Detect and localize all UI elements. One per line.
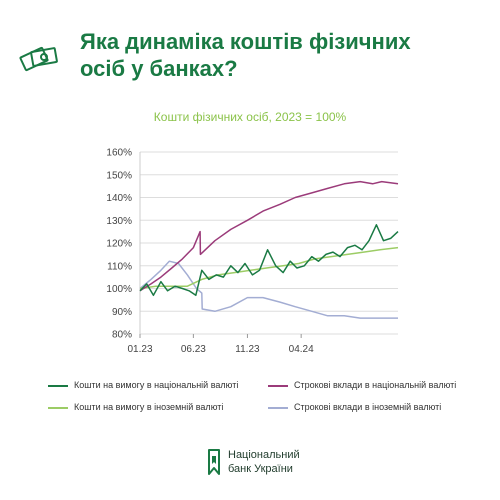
legend-item-term-fx: Строкові вклади в іноземній валюті — [268, 402, 441, 416]
chart-legend: Кошти на вимогу в національній валюті Ст… — [0, 380, 500, 420]
legend-item-term-uah: Строкові вклади в національній валюті — [268, 380, 456, 394]
legend-item-demand-fx: Кошти на вимогу в іноземній валюті — [48, 402, 223, 416]
y-tick-label: 100% — [106, 284, 132, 295]
legend-label: Строкові вклади в національній валюті — [294, 380, 457, 390]
logo-line-1: Національний — [228, 449, 300, 461]
money-bills-icon — [18, 38, 64, 78]
series-line-demand-uah — [139, 224, 399, 297]
legend-swatch — [48, 384, 68, 387]
y-tick-label: 160% — [106, 148, 132, 159]
logo-line-2: банк України — [228, 463, 293, 475]
x-tick-label: 01.23 — [127, 344, 152, 355]
y-tick-label: 120% — [106, 239, 132, 250]
series-line-demand-fx — [139, 246, 399, 290]
y-tick-label: 140% — [106, 193, 132, 204]
nbu-logo: Національний банк України — [206, 446, 316, 480]
legend-label: Кошти на вимогу в національній валюті — [74, 380, 239, 390]
title-line-2: осіб у банках? — [80, 56, 238, 81]
logo-text: Національний банк України — [228, 448, 300, 476]
title-line-1: Яка динаміка коштів фізичних — [80, 29, 411, 54]
legend-swatch — [268, 406, 288, 409]
legend-label: Кошти на вимогу в іноземній валюті — [74, 402, 224, 412]
x-tick-label: 04.24 — [289, 344, 314, 355]
legend-swatch — [268, 384, 288, 387]
series-line-term-uah — [139, 180, 399, 292]
y-tick-label: 150% — [106, 170, 132, 181]
x-tick-label: 06.23 — [181, 344, 206, 355]
y-tick-label: 90% — [112, 307, 132, 318]
series-line-term-fx — [139, 260, 398, 319]
legend-item-demand-uah: Кошти на вимогу в національній валюті — [48, 380, 238, 394]
legend-label: Строкові вклади в іноземній валюті — [294, 402, 442, 412]
x-tick-label: 11.23 — [235, 344, 260, 355]
y-tick-label: 80% — [112, 330, 132, 341]
y-tick-label: 130% — [106, 216, 132, 227]
legend-swatch — [48, 406, 68, 409]
y-tick-label: 110% — [107, 261, 132, 272]
header: Яка динаміка коштів фізичних осіб у банк… — [0, 0, 500, 100]
chart-title: Кошти фізичних осіб, 2023 = 100% — [153, 110, 347, 124]
nbu-logo-icon — [208, 449, 220, 475]
page-title: Яка динаміка коштів фізичних осіб у банк… — [80, 28, 480, 82]
